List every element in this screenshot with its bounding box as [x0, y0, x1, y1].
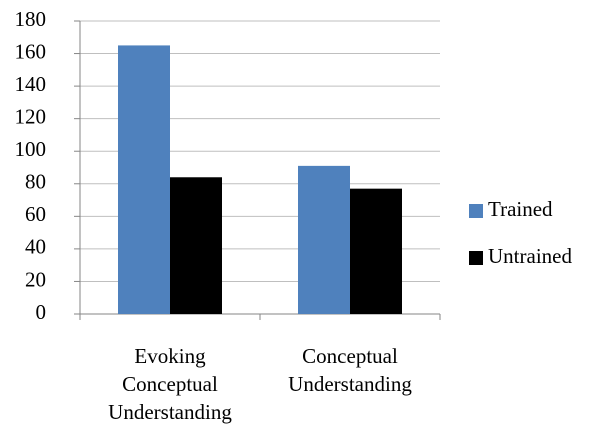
bar [170, 177, 222, 314]
y-tick-label: 120 [15, 104, 47, 128]
bar [298, 165, 350, 314]
legend-swatch [469, 204, 483, 218]
bar [118, 45, 170, 315]
y-tick-label: 20 [25, 267, 46, 291]
y-tick-label: 140 [15, 72, 47, 96]
y-tick-label: 80 [25, 170, 46, 194]
y-tick-label: 40 [25, 235, 46, 259]
x-tick-label: Conceptual Understanding [288, 344, 412, 396]
legend-swatch [469, 251, 483, 265]
y-tick-label: 160 [15, 39, 47, 63]
x-tick-label: Evoking Conceptual Understanding [108, 344, 232, 424]
legend-label: Untrained [488, 244, 572, 268]
y-tick-label: 0 [36, 300, 47, 324]
y-tick-label: 60 [25, 202, 46, 226]
legend-label: Trained [488, 197, 553, 221]
y-tick-label: 100 [15, 137, 47, 161]
bar [350, 188, 402, 314]
y-tick-label: 180 [15, 7, 47, 31]
